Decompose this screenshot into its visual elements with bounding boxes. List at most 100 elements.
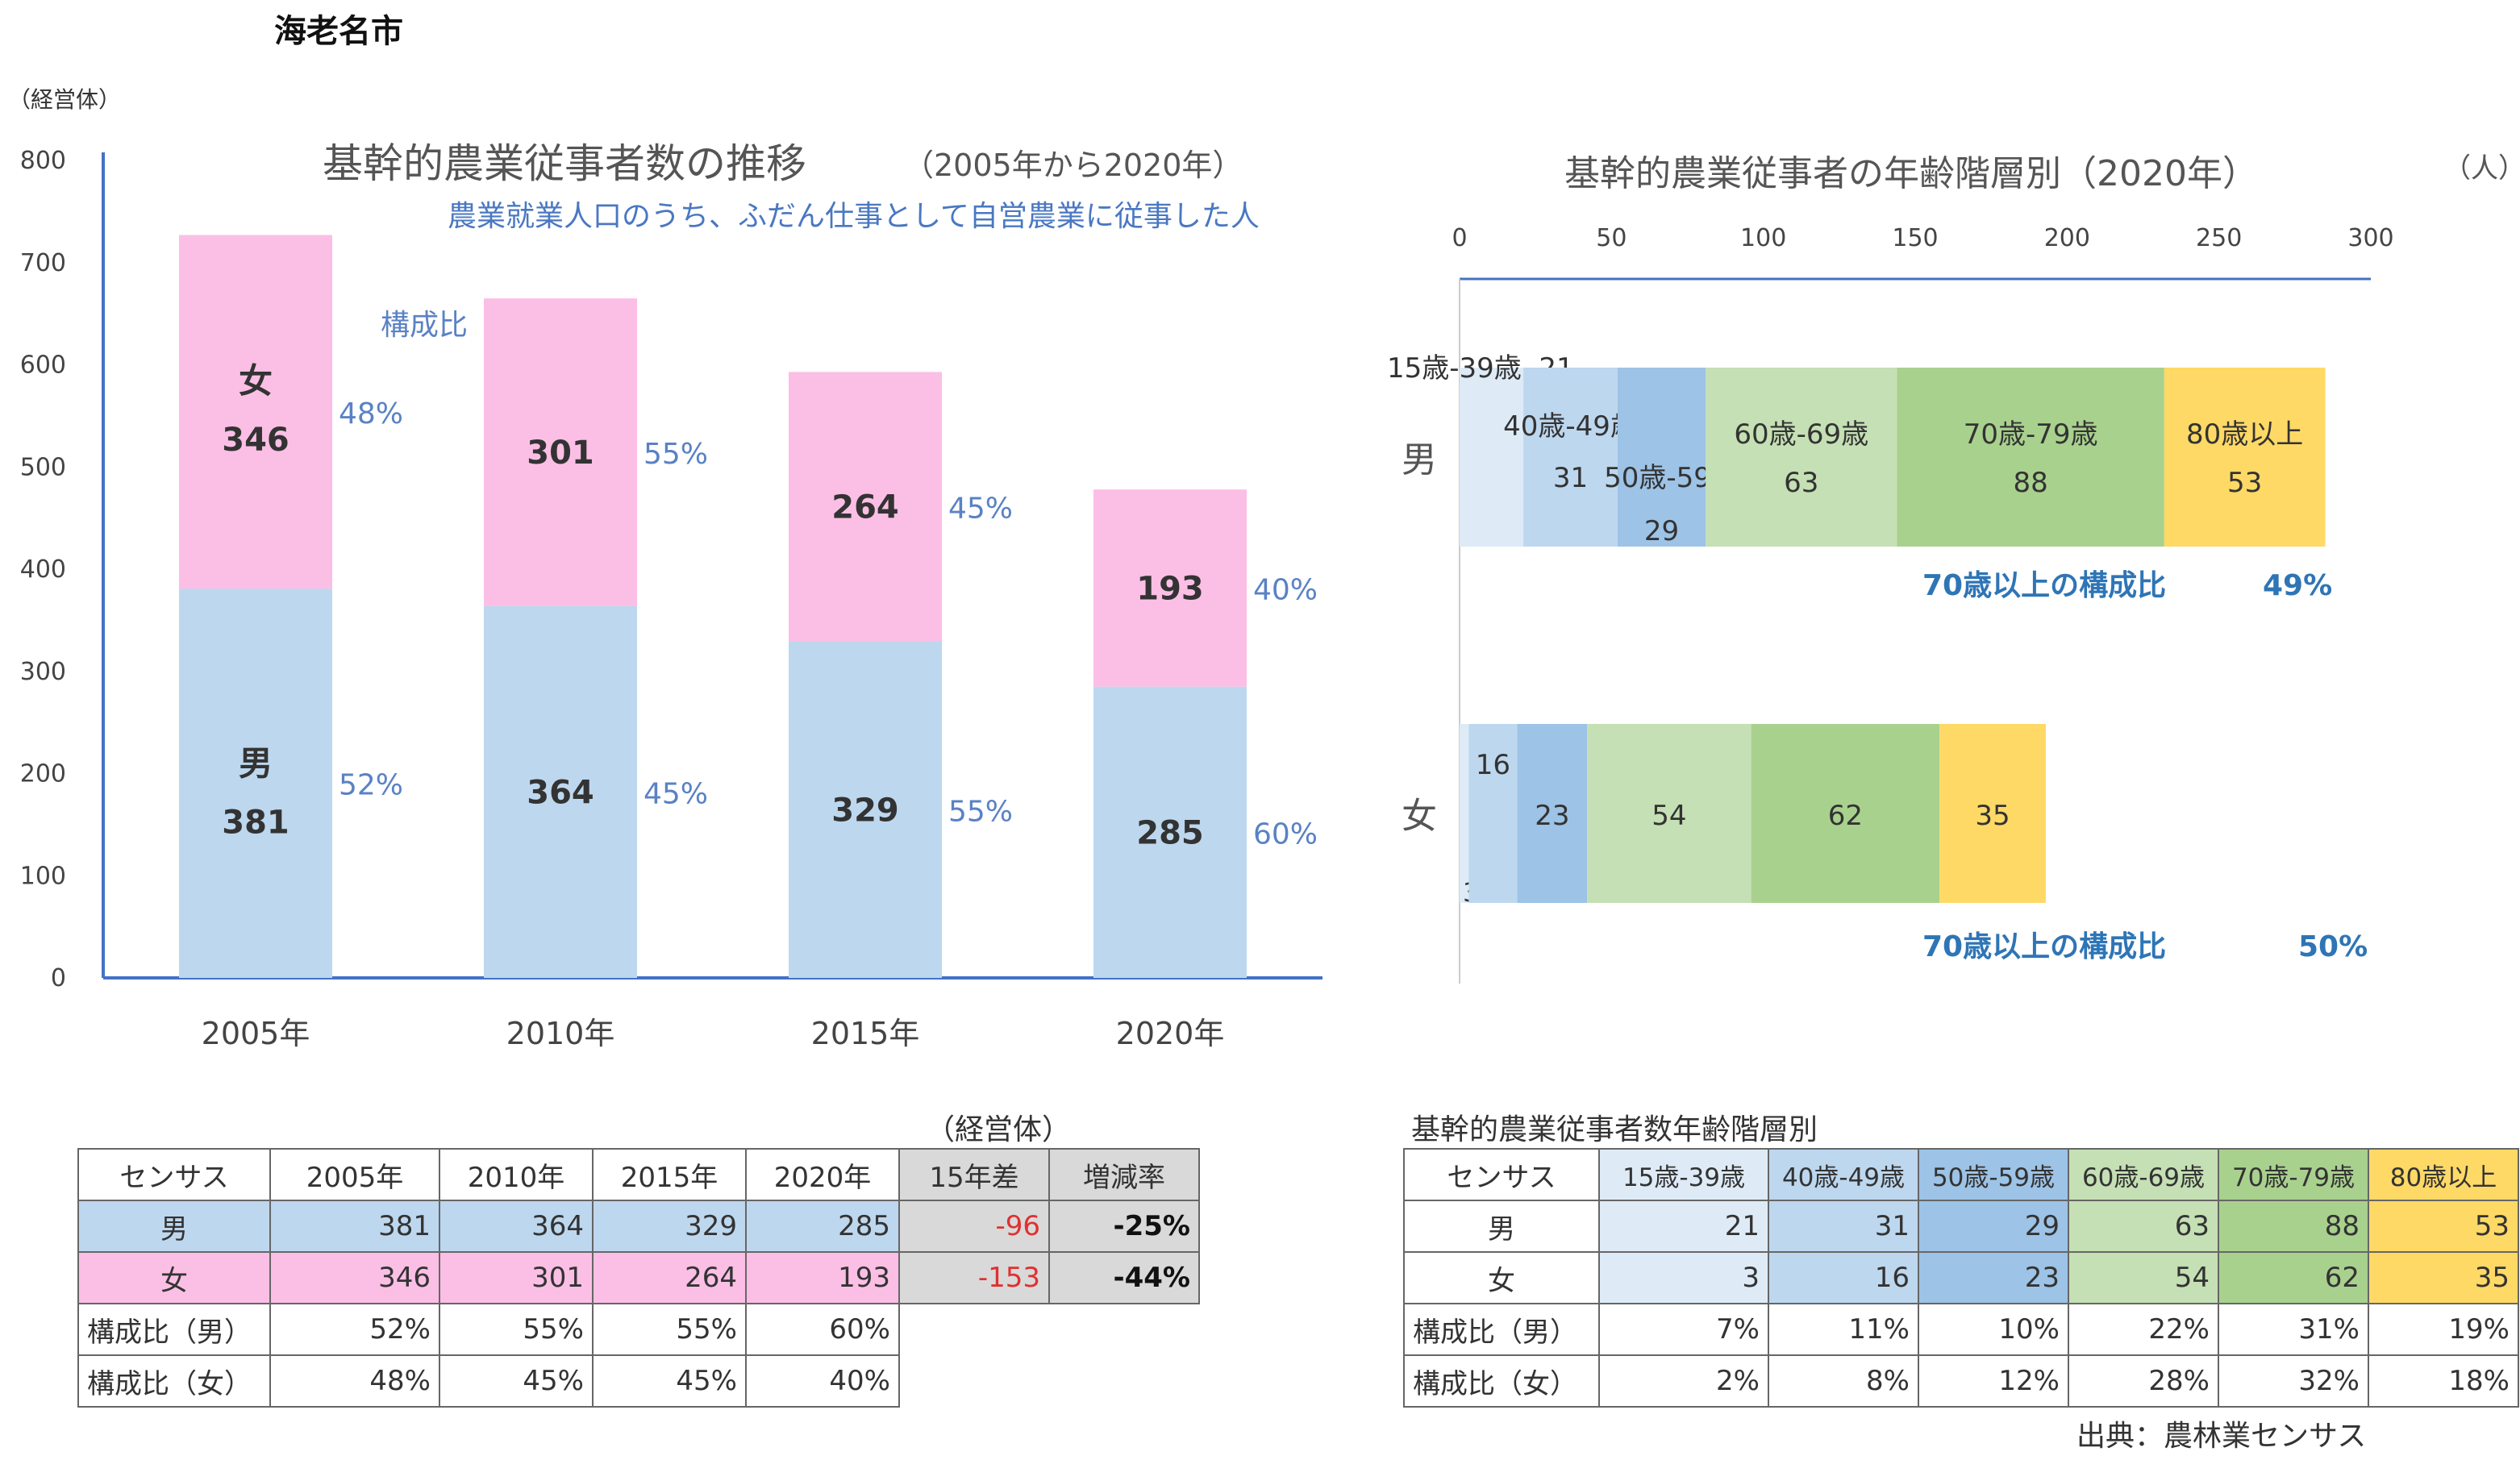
table-header-row: センサス 2005年 2010年 2015年 2020年 15年差 増減率: [77, 1148, 1200, 1201]
table-cell: 2%: [1598, 1354, 1769, 1408]
data-label-male: 364: [527, 774, 594, 811]
data-label: 54: [1652, 800, 1686, 832]
table-cell: 8%: [1768, 1354, 1919, 1408]
age-group-chart: 基幹的農業従事者の年齢階層別（2020年） （人） 0 50 100 150 200 25…: [1387, 152, 2520, 984]
trend-table: センサス 2005年 2010年 2015年 2020年 15年差 増減率男 381 364 32…: [77, 1148, 1200, 1408]
table-cell: 60%: [745, 1303, 900, 1356]
table-cell: センサス: [1403, 1148, 1600, 1201]
segment-label: 40歳-49歳: [1503, 410, 1638, 443]
data-label: 53: [2227, 467, 2262, 499]
x-tick-label: 2015年: [811, 1016, 920, 1051]
data-label-female: 264: [831, 489, 899, 526]
ratio-label-female: 45%: [948, 493, 1013, 526]
table-row: 男 21 31 29 63 88 53: [1403, 1200, 2519, 1253]
table-cell: 構成比（女）: [77, 1354, 271, 1408]
table-cell: 50歳-59歳: [1918, 1148, 2069, 1201]
table-cell: 女: [1403, 1251, 1600, 1304]
x-tick-label: 100: [1740, 224, 1786, 252]
ratio-label-female: 40%: [1253, 573, 1318, 606]
table-cell: 31: [1768, 1200, 1919, 1253]
age-table: センサス 15歳-39歳 40歳-49歳 50歳-59歳 60歳-69歳 70歳-79歳 8…: [1403, 1148, 2519, 1408]
table-cell: 3: [1598, 1251, 1769, 1304]
table-cell: 45%: [592, 1354, 747, 1408]
table-cell: 54: [2068, 1251, 2219, 1304]
data-label: 31: [1553, 462, 1588, 494]
segment-age_40_49: [1523, 368, 1618, 547]
y-tick-label: 600: [20, 351, 66, 380]
ratio-label-male: 52%: [339, 769, 403, 802]
table-cell: 32%: [2218, 1354, 2369, 1408]
table-cell: 構成比（男）: [1403, 1303, 1600, 1356]
y-tick-label: 700: [20, 249, 66, 277]
y-tick-label: 400: [20, 555, 66, 584]
table-cell: 28%: [2068, 1354, 2219, 1408]
series-label-male: 男: [239, 744, 273, 784]
bar-male: [1093, 686, 1247, 978]
table-row: 構成比（男） 52% 55% 55% 60%: [77, 1303, 1199, 1356]
segment-label: 70歳-79歳: [1964, 418, 2098, 451]
table-empty-cell: [899, 1304, 1049, 1355]
female-70plus-value: 50%: [2298, 930, 2368, 963]
ratio-label-male: 60%: [1253, 817, 1318, 851]
table-cell: 22%: [2068, 1303, 2219, 1356]
table-cell: -25%: [1048, 1200, 1200, 1253]
table-cell: -44%: [1048, 1251, 1200, 1304]
x-tick-label: 150: [1892, 224, 1938, 252]
table-cell: 60歳-69歳: [2068, 1148, 2219, 1201]
table-cell: -96: [898, 1200, 1050, 1253]
data-label: 35: [1975, 800, 2010, 832]
table-cell: 40歳-49歳: [1768, 1148, 1919, 1201]
category-label: 女: [1402, 796, 1437, 837]
data-label: 16: [1476, 749, 1510, 781]
table-cell: 16: [1768, 1251, 1919, 1304]
table-cell: 2010年: [439, 1148, 594, 1201]
farmer-trend-chart: 基幹的農業従事者数の推移 （2005年から2020年） 農業就業人口のうち、ふだ…: [20, 140, 1322, 1051]
data-label: 88: [2014, 467, 2048, 499]
table1-unit: （経営体）: [926, 1113, 1072, 1146]
data-label: 63: [1784, 467, 1818, 499]
bar-female: [179, 235, 332, 589]
table-cell: 301: [439, 1251, 594, 1304]
table-empty-cell: [899, 1355, 1049, 1407]
data-label-female: 193: [1136, 570, 1204, 607]
chart2-title: 基幹的農業従事者の年齢階層別（2020年）: [1564, 153, 2258, 194]
bar-male: [179, 589, 332, 978]
bar-female: [1093, 489, 1247, 687]
chart1-title: 基幹的農業従事者数の推移: [323, 140, 806, 187]
segment-age_60_69: [1706, 368, 1897, 547]
table-cell: 21: [1598, 1200, 1769, 1253]
data-label-female: 301: [527, 435, 594, 472]
segment-age_60_69: [1587, 724, 1752, 903]
table-cell: 55%: [439, 1303, 594, 1356]
table-cell: 12%: [1918, 1354, 2069, 1408]
table-cell: 構成比（女）: [1403, 1354, 1600, 1408]
table-cell: 381: [269, 1200, 440, 1253]
table-cell: 2020年: [745, 1148, 900, 1201]
bar-male: [484, 605, 637, 978]
table-cell: 80歳以上: [2368, 1148, 2519, 1201]
ratio-label-female: 48%: [339, 397, 403, 431]
segment-age_50_59: [1617, 368, 1706, 547]
table-cell: 増減率: [1048, 1148, 1200, 1201]
source-note: 出典：農林業センサス: [2076, 1420, 2367, 1453]
segment-age_15_39: [1460, 368, 1524, 547]
table-cell: 364: [439, 1200, 594, 1253]
table-cell: 構成比（男）: [77, 1303, 271, 1356]
table2-title: 基幹的農業従事者数年齢階層別: [1411, 1113, 1818, 1146]
left-chart-unit: （経営体）: [8, 86, 122, 113]
data-label: 62: [1828, 800, 1863, 832]
ratio-label-male: 45%: [644, 777, 708, 810]
x-tick-label: 50: [1596, 224, 1627, 252]
bar-female: [484, 298, 637, 606]
table-cell: 329: [592, 1200, 747, 1253]
bar-female: [789, 372, 942, 642]
table-cell: 264: [592, 1251, 747, 1304]
table-cell: 10%: [1918, 1303, 2069, 1356]
table-header-row: センサス 15歳-39歳 40歳-49歳 50歳-59歳 60歳-69歳 70歳-79歳 8…: [1403, 1148, 2519, 1201]
table-cell: 70歳-79歳: [2218, 1148, 2369, 1201]
table-cell: 62: [2218, 1251, 2369, 1304]
y-tick-label: 0: [51, 964, 66, 992]
segment-age_70_79: [1897, 368, 2164, 547]
male-70plus-label: 70歳以上の構成比: [1922, 569, 2166, 602]
segment-age_70_79: [1751, 724, 1940, 903]
